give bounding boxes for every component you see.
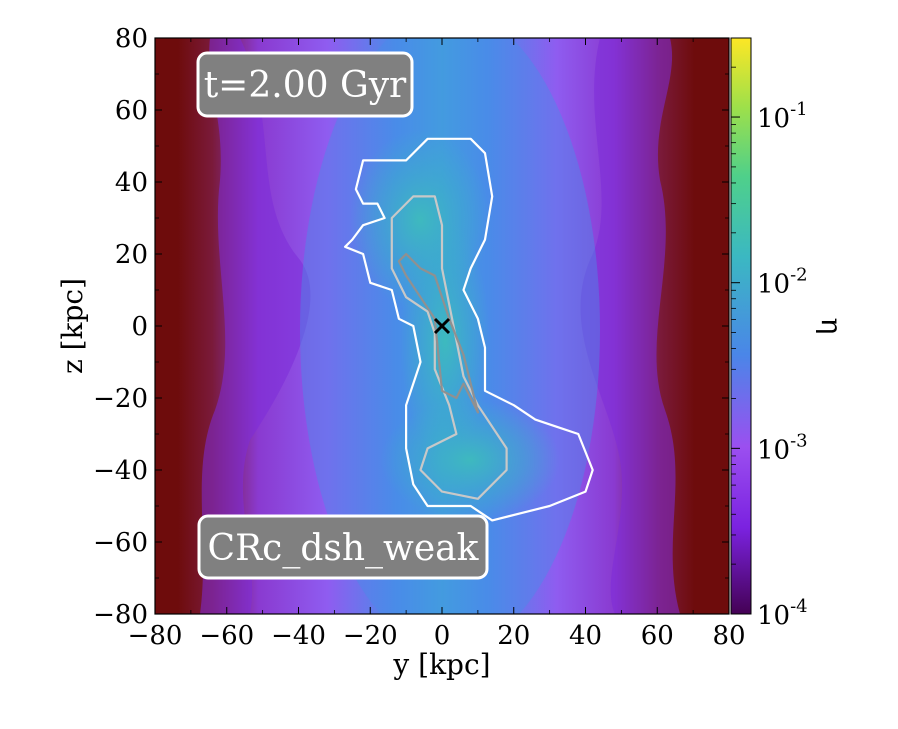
plot-ticks: [154, 37, 730, 615]
contour-0: [344, 137, 594, 522]
y-tick-label: 20: [115, 240, 148, 270]
x-tick-label: −60: [199, 621, 254, 651]
time-annotation-text: t=2.00 Gyr: [204, 65, 407, 106]
contour-group: [344, 137, 594, 522]
x-tick-label: 0: [434, 621, 451, 651]
x-tick-label: −40: [271, 621, 326, 651]
y-tick-label: −40: [93, 456, 148, 486]
time-annotation: t=2.00 Gyr: [196, 51, 414, 118]
y-axis-label: z [kpc]: [56, 278, 89, 374]
x-tick-label: −20: [343, 621, 398, 651]
marker-stroke-b: [433, 317, 451, 335]
colorbar-tick-label: 10-3: [757, 430, 808, 465]
contour-2: [397, 252, 479, 414]
x-tick-labels: −80 −60 −40 −20 0 20 40 60 80: [128, 621, 746, 651]
time-annotation-box: [196, 51, 414, 118]
x-tick-label: 60: [641, 621, 674, 651]
contour-1: [390, 195, 508, 500]
y-tick-label: 40: [115, 168, 148, 198]
y-tick-label: −80: [93, 600, 148, 630]
x-tick-label: 40: [569, 621, 602, 651]
field-purple-right: [580, 38, 680, 614]
y-tick-label: 0: [131, 312, 148, 342]
run-annotation: CRc_dsh_weak: [197, 514, 489, 580]
x-tick-label: −80: [128, 621, 183, 651]
run-annotation-text: CRc_dsh_weak: [208, 528, 480, 569]
y-tick-label: 80: [115, 24, 148, 54]
y-tick-label: 60: [115, 96, 148, 126]
colorbar-ticks: 10-4 10-3 10-2 10-1: [731, 66, 808, 631]
y-tick-labels: −80 −60 −40 −20 0 20 40 60 80: [93, 24, 148, 630]
y-tick-label: −20: [93, 384, 148, 414]
colorbar: [730, 37, 752, 615]
colorbar-tick-label: 10-2: [757, 265, 808, 300]
center-marker: [433, 317, 451, 335]
y-tick-label: −60: [93, 528, 148, 558]
colorbar-label: η: [815, 318, 848, 335]
x-tick-label: 20: [497, 621, 530, 651]
field-purple-left: [200, 38, 311, 614]
x-tick-label: 80: [712, 621, 745, 651]
colorbar-tick-label: 10-1: [757, 99, 808, 134]
run-annotation-box: [197, 514, 489, 580]
x-axis-label: y [kpc]: [392, 648, 490, 681]
heatmap-field: [155, 38, 729, 614]
colorbar-tick-label: 10-4: [757, 596, 808, 631]
